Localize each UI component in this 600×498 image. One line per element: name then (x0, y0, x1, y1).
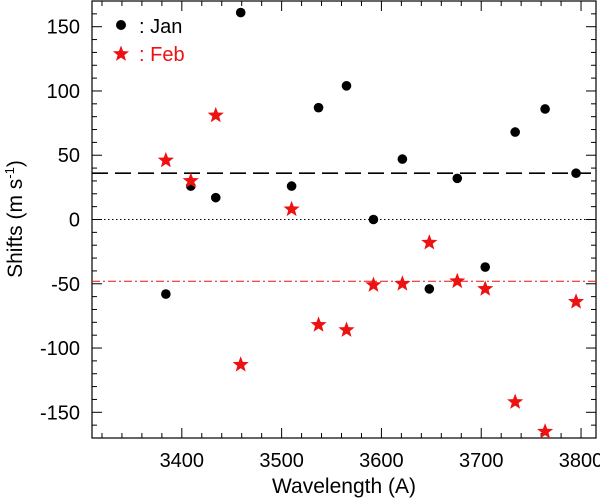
x-tick-label: 3700 (459, 450, 504, 472)
point-jan (341, 81, 352, 91)
x-axis-label: Wavelength (A) (272, 475, 416, 498)
legend-feb-label: : Feb (139, 44, 185, 66)
point-jan (161, 289, 171, 299)
point-jan (540, 104, 550, 114)
legend: : Jan : Feb (112, 16, 185, 66)
point-feb (477, 280, 494, 296)
point-feb (421, 234, 438, 250)
reference-lines (92, 172, 596, 282)
point-feb (507, 393, 524, 409)
point-feb (232, 356, 249, 372)
legend-jan-marker (116, 20, 126, 30)
point-jan (571, 168, 581, 179)
point-jan (397, 154, 408, 164)
legend-jan-label: : Jan (139, 16, 182, 38)
y-tick-label: 100 (47, 81, 80, 103)
point-feb (207, 106, 224, 123)
y-tick-label: -100 (40, 338, 80, 360)
point-feb (537, 423, 554, 439)
x-tick-label: 3400 (160, 450, 205, 472)
y-tick-label: 50 (58, 145, 80, 167)
point-feb (365, 276, 382, 292)
x-tick-label: 3500 (259, 450, 304, 472)
point-jan (510, 127, 520, 137)
point-jan (286, 181, 297, 191)
y-axis-label: Shifts (m s-1) (2, 160, 27, 278)
y-tick-label: 0 (69, 210, 80, 232)
point-feb (338, 321, 355, 337)
point-jan (368, 214, 379, 225)
x-tick-label: 3800 (559, 450, 600, 472)
point-jan (313, 102, 324, 113)
y-axis-label-main: Shifts (m s (4, 179, 27, 278)
point-jan (210, 192, 221, 203)
y-tick-label: -150 (40, 402, 80, 424)
axis-ticks (92, 0, 596, 439)
point-jan (235, 7, 246, 18)
point-feb (157, 151, 174, 168)
tick-labels: 3400 3500 3600 3700 3800 -150 -100 -50 0 50 100 150 (40, 17, 600, 472)
y-axis-label-close: ) (4, 160, 27, 167)
point-jan (424, 284, 435, 294)
point-feb (310, 316, 327, 332)
point-feb (449, 272, 466, 289)
y-tick-label: -50 (51, 274, 80, 296)
data-points (157, 7, 585, 439)
point-feb (182, 172, 199, 188)
y-tick-label: 150 (47, 17, 80, 39)
point-jan (480, 262, 491, 272)
point-feb (283, 200, 300, 217)
point-jan (452, 173, 463, 184)
point-feb (567, 293, 585, 309)
legend-feb-marker (112, 45, 130, 61)
x-tick-label: 3600 (359, 450, 404, 472)
y-axis-label-exponent: -1 (2, 167, 17, 179)
point-feb (394, 275, 411, 291)
